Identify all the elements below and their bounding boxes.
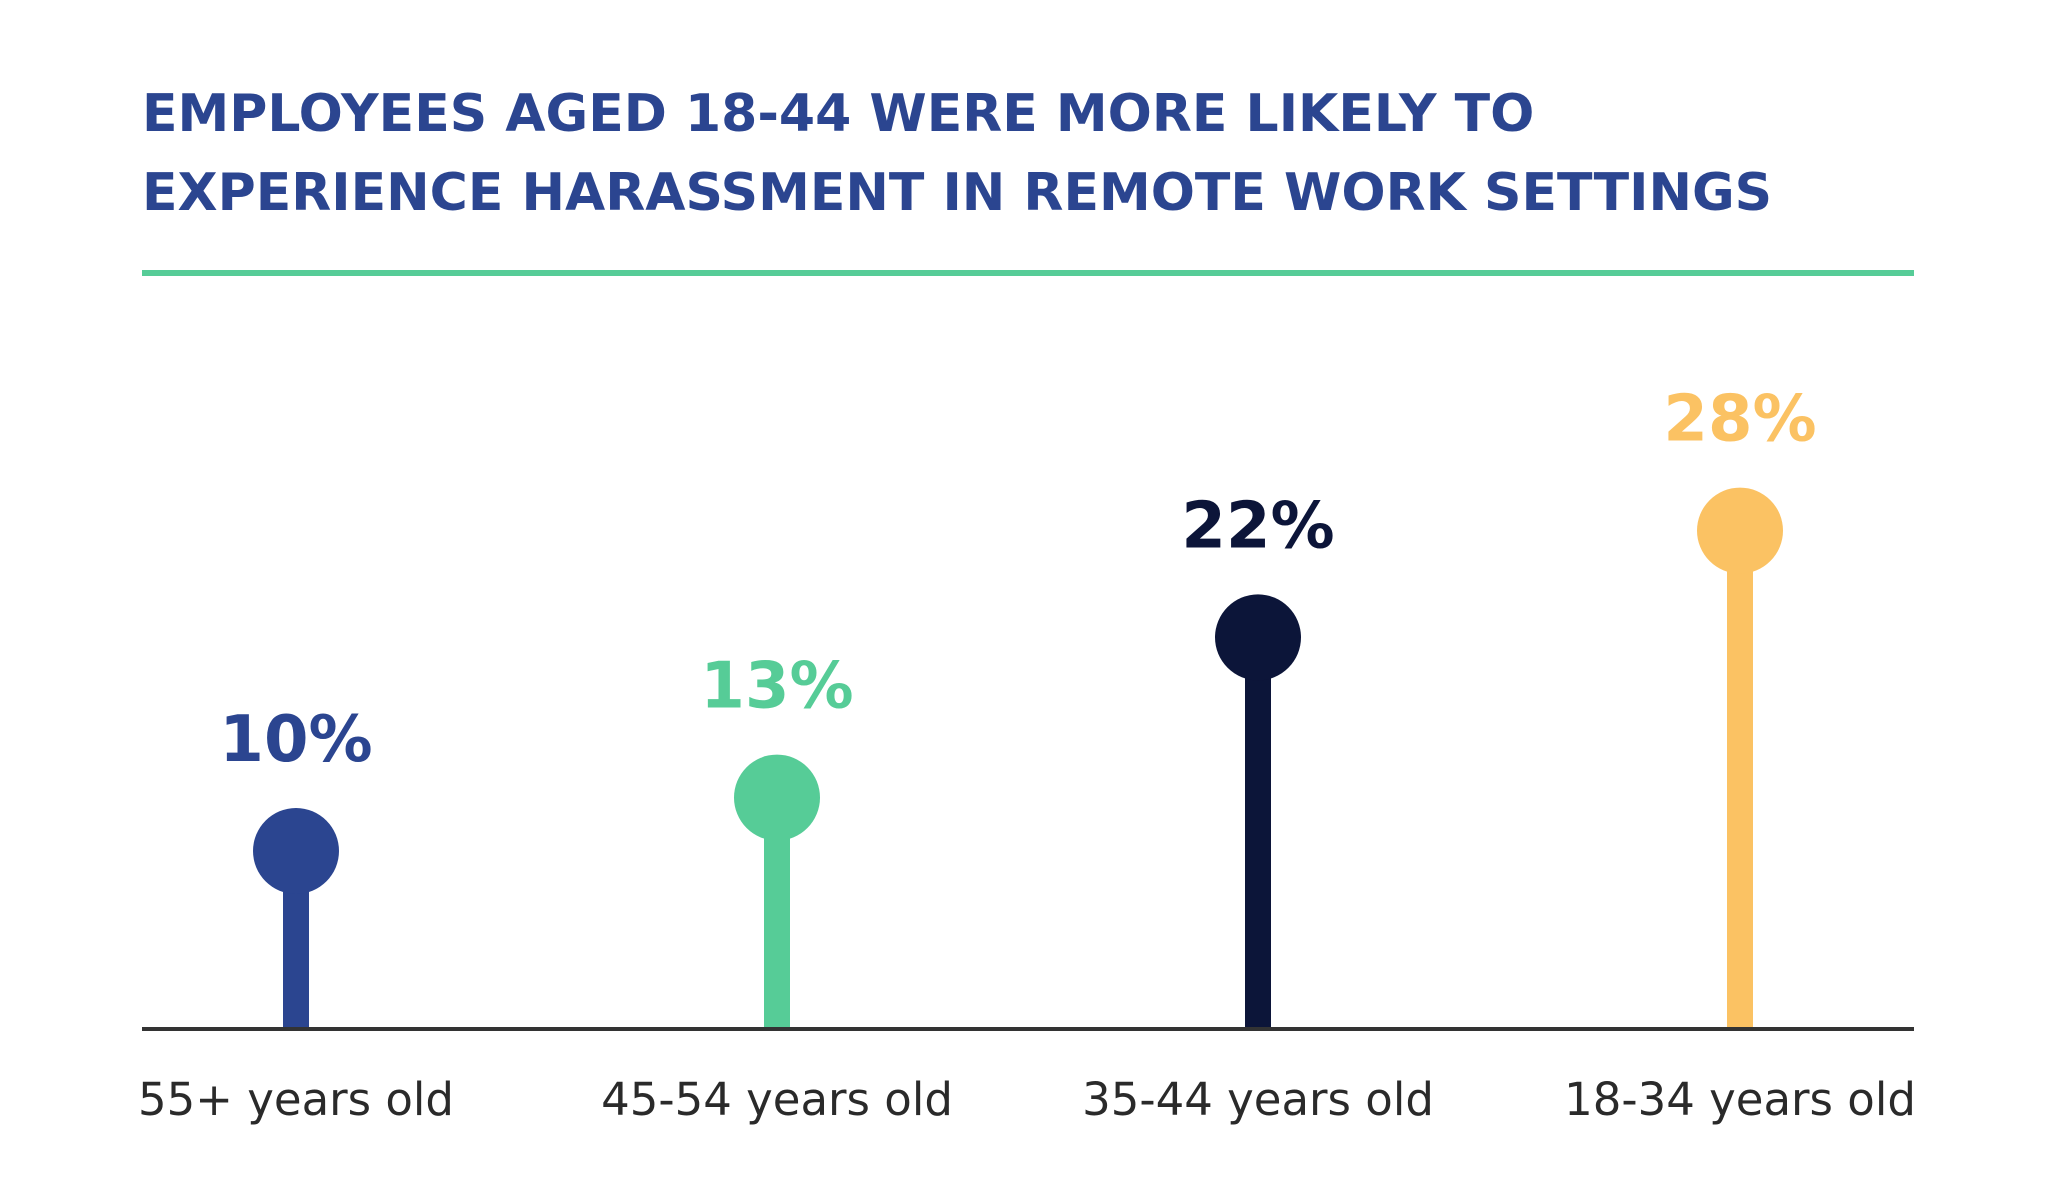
value-label: 22% xyxy=(1181,489,1334,563)
value-label: 10% xyxy=(219,703,372,777)
chart-title-line: EXPERIENCE HARASSMENT IN REMOTE WORK SET… xyxy=(142,163,1772,223)
chart-title-line: EMPLOYEES AGED 18-44 WERE MORE LIKELY TO xyxy=(142,84,1534,144)
x-tick-label: 45-54 years old xyxy=(601,1073,953,1126)
x-tick-label: 35-44 years old xyxy=(1082,1073,1434,1126)
dot xyxy=(1215,594,1301,681)
value-label: 13% xyxy=(700,650,853,724)
x-tick-label: 18-34 years old xyxy=(1564,1073,1916,1126)
dot xyxy=(734,754,820,841)
dot xyxy=(253,808,339,894)
value-label: 28% xyxy=(1663,383,1816,457)
x-tick-label: 55+ years old xyxy=(138,1073,454,1126)
title-rule xyxy=(142,270,1914,276)
dot xyxy=(1697,487,1783,574)
